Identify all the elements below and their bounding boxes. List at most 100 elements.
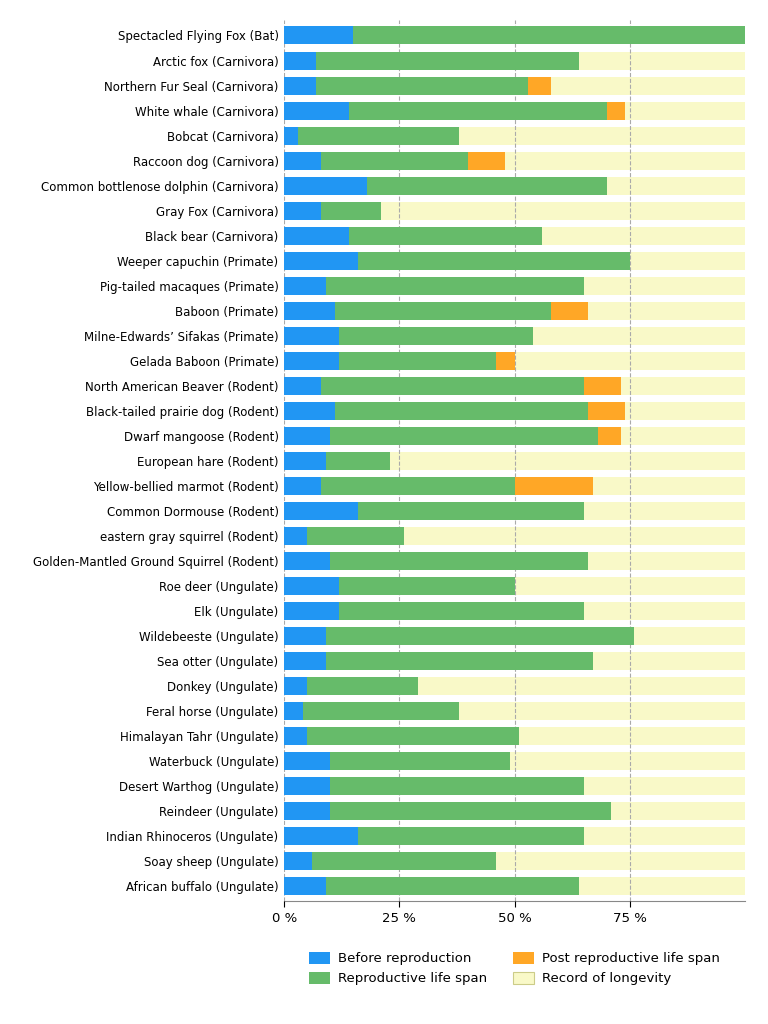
Bar [284, 176, 367, 195]
Bar [284, 302, 745, 319]
Bar [284, 878, 745, 895]
Bar [468, 152, 505, 170]
Legend: Before reproduction, Reproductive life span, Post reproductive life span, Record: Before reproduction, Reproductive life s… [309, 951, 720, 985]
Bar [330, 777, 584, 795]
Bar [330, 427, 598, 444]
Bar [330, 752, 510, 770]
Bar [588, 401, 625, 420]
Bar [284, 327, 339, 345]
Bar [358, 252, 630, 269]
Bar [284, 577, 745, 595]
Bar [284, 477, 321, 495]
Bar [284, 777, 745, 795]
Bar [358, 827, 584, 845]
Bar [303, 702, 459, 720]
Bar [307, 526, 404, 545]
Bar [284, 427, 745, 444]
Bar [284, 602, 339, 620]
Bar [326, 276, 584, 295]
Bar [284, 752, 745, 770]
Bar [284, 101, 745, 120]
Bar [284, 127, 298, 144]
Bar [349, 101, 607, 120]
Bar [284, 226, 745, 245]
Bar [284, 252, 358, 269]
Bar [284, 752, 330, 770]
Bar [284, 27, 353, 44]
Bar [307, 677, 418, 695]
Bar [321, 477, 515, 495]
Bar [584, 377, 621, 395]
Bar [307, 727, 519, 745]
Bar [353, 27, 745, 44]
Bar [284, 27, 745, 44]
Bar [515, 477, 593, 495]
Bar [284, 351, 339, 370]
Bar [326, 652, 593, 670]
Bar [284, 477, 745, 495]
Bar [284, 777, 330, 795]
Bar [284, 852, 745, 870]
Bar [349, 226, 542, 245]
Bar [284, 627, 745, 645]
Bar [284, 202, 745, 219]
Bar [284, 852, 312, 870]
Bar [284, 351, 745, 370]
Bar [284, 526, 745, 545]
Bar [284, 377, 745, 395]
Bar [284, 577, 339, 595]
Bar [284, 276, 745, 295]
Bar [284, 827, 745, 845]
Bar [284, 652, 326, 670]
Bar [335, 302, 551, 319]
Bar [298, 127, 459, 144]
Bar [598, 427, 621, 444]
Bar [284, 677, 307, 695]
Bar [284, 702, 745, 720]
Bar [284, 302, 335, 319]
Bar [284, 51, 745, 70]
Bar [284, 377, 321, 395]
Bar [358, 502, 584, 520]
Bar [339, 327, 533, 345]
Bar [284, 827, 358, 845]
Bar [339, 577, 515, 595]
Bar [284, 526, 307, 545]
Bar [284, 552, 330, 570]
Bar [284, 101, 349, 120]
Bar [284, 802, 330, 820]
Bar [551, 302, 588, 319]
Bar [284, 401, 745, 420]
Bar [326, 627, 634, 645]
Bar [284, 276, 326, 295]
Bar [330, 802, 611, 820]
Bar [284, 727, 745, 745]
Bar [284, 327, 745, 345]
Bar [284, 552, 745, 570]
Bar [284, 702, 303, 720]
Bar [607, 101, 625, 120]
Bar [316, 77, 528, 94]
Bar [339, 351, 496, 370]
Bar [321, 377, 584, 395]
Bar [335, 401, 588, 420]
Bar [284, 127, 745, 144]
Bar [284, 652, 745, 670]
Bar [316, 51, 579, 70]
Bar [367, 176, 607, 195]
Bar [284, 802, 745, 820]
Bar [284, 627, 326, 645]
Bar [284, 176, 745, 195]
Bar [284, 677, 745, 695]
Bar [284, 878, 326, 895]
Bar [284, 502, 745, 520]
Bar [284, 401, 335, 420]
Bar [496, 351, 515, 370]
Bar [284, 427, 330, 444]
Bar [284, 252, 745, 269]
Bar [284, 77, 745, 94]
Bar [284, 502, 358, 520]
Bar [284, 152, 745, 170]
Bar [284, 77, 316, 94]
Bar [284, 602, 745, 620]
